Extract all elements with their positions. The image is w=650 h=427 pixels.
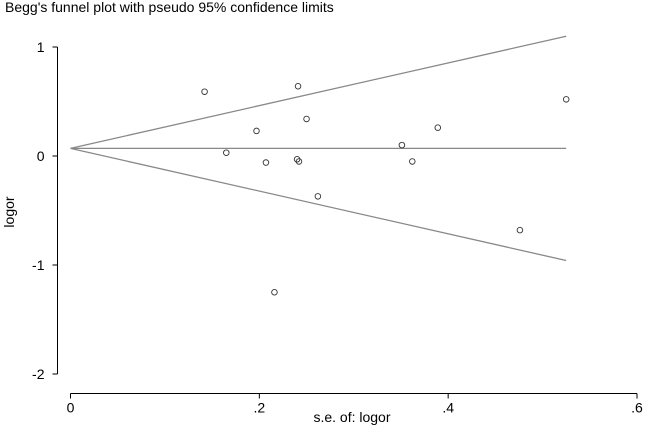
x-tick-label: 0	[67, 400, 75, 416]
axes: 1 0 -1 -2 0 .2 .4 .6	[32, 39, 643, 416]
x-tick-label: .4	[442, 400, 454, 416]
study-points	[201, 82, 570, 296]
upper-limit-line	[70, 35, 567, 150]
y-tick-label: 1	[37, 39, 45, 55]
study-point	[409, 158, 416, 165]
study-point	[293, 156, 301, 163]
chart-title: Begg's funnel plot with pseudo 95% confi…	[5, 0, 334, 15]
lower-limit-line	[70, 147, 567, 262]
study-point	[294, 82, 302, 90]
study-point	[303, 115, 310, 123]
y-axis-label: logor	[1, 196, 17, 227]
study-point	[295, 158, 303, 165]
study-point	[562, 96, 570, 103]
x-axis-label: s.e. of: logor	[313, 409, 390, 425]
study-point	[434, 124, 442, 131]
confidence-limits	[70, 35, 567, 262]
study-point	[271, 289, 278, 296]
x-tick-label: .6	[631, 400, 643, 416]
study-point	[201, 88, 208, 95]
x-tick-label: .2	[253, 400, 265, 416]
study-point	[253, 127, 260, 135]
y-tick-label: -2	[32, 366, 45, 382]
study-point	[314, 193, 322, 200]
study-point	[398, 141, 406, 149]
study-point	[516, 226, 524, 234]
study-point	[262, 159, 270, 166]
y-tick-label: -1	[32, 257, 45, 273]
y-tick-label: 0	[37, 148, 45, 164]
study-point	[223, 149, 230, 156]
